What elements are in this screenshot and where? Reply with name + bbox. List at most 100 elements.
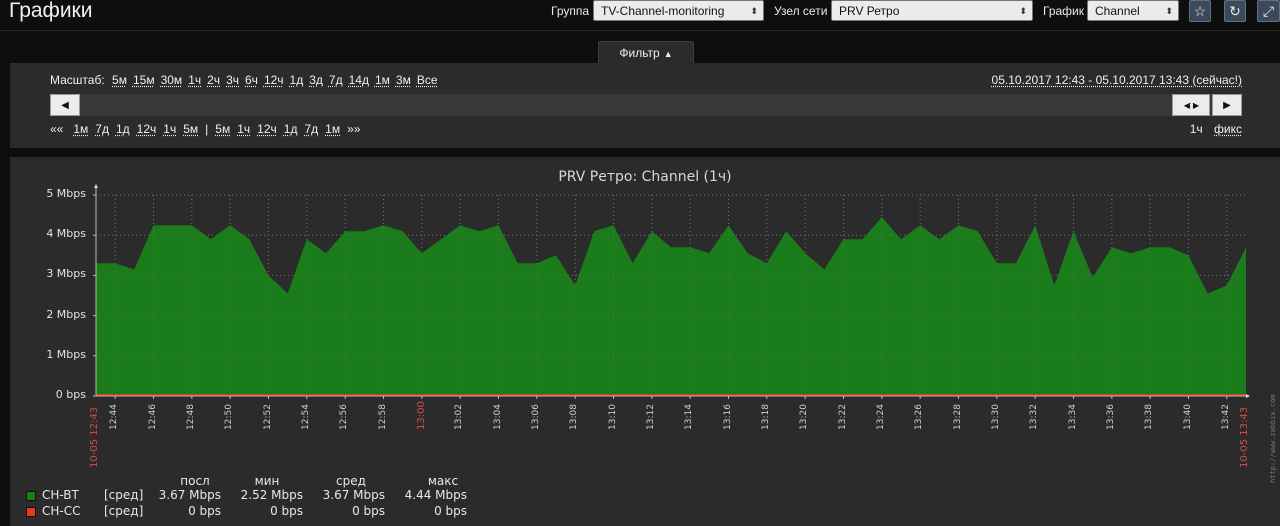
legend-header: посл <box>180 474 210 488</box>
legend-value-min: 2.52 Mbps <box>240 488 303 502</box>
refresh-icon: ↻ <box>1229 2 1241 19</box>
period-length: 1ч <box>1189 122 1203 136</box>
x-tick-label: 13:34 <box>1067 404 1078 430</box>
nav-back-label: «« <box>50 122 64 136</box>
fullscreen-button[interactable]: ⤢ <box>1257 0 1280 22</box>
host-select-value: PRV Ретро <box>839 4 900 18</box>
graph-chart[interactable] <box>10 157 1280 526</box>
watermark: http://www.zabbix.com <box>1269 394 1277 483</box>
zoom-option[interactable]: 12ч <box>263 73 284 87</box>
nav-back-option[interactable]: 5м <box>183 122 199 136</box>
legend-value-avg: 0 bps <box>352 504 385 518</box>
legend-header: мин <box>254 474 280 488</box>
x-tick-label: 13:08 <box>569 404 580 430</box>
period-row: 1ч фикс <box>1190 122 1242 136</box>
y-tick-label: 4 Mbps <box>46 227 86 241</box>
nav-back-option[interactable]: 1д <box>115 122 130 136</box>
x-tick-label: 13:28 <box>952 404 963 430</box>
x-tick-label: 12:44 <box>109 404 120 430</box>
nav-back-option[interactable]: 1ч <box>163 122 177 136</box>
nav-separator: | <box>205 122 209 136</box>
x-tick-label: 13:30 <box>990 404 1001 430</box>
fullscreen-icon: ⤢ <box>1262 2 1275 19</box>
zoom-option[interactable]: 6ч <box>245 73 258 87</box>
group-select[interactable]: TV-Channel-monitoring ⬍ <box>593 0 764 21</box>
nav-forward-option[interactable]: 1ч <box>237 122 251 136</box>
y-tick-label: 5 Mbps <box>46 187 86 200</box>
nav-forward-option[interactable]: 12ч <box>257 122 277 136</box>
zoom-option[interactable]: 30м <box>160 73 183 87</box>
x-tick-label: 12:54 <box>300 404 311 430</box>
x-tick-label: 13:38 <box>1144 404 1155 430</box>
x-tick-label: 13:16 <box>722 404 733 430</box>
nav-forward-option[interactable]: 1д <box>283 122 298 136</box>
zoom-row: Масштаб: 5м 15м 30м 1ч 2ч 3ч 6ч 12ч 1д 3д 7д 14д 1м 3… <box>50 73 444 87</box>
zoom-option[interactable]: 14д <box>348 73 369 87</box>
y-tick-label: 2 Mbps <box>46 307 86 321</box>
legend-color-swatch <box>26 507 36 517</box>
zoom-option[interactable]: 15м <box>132 73 155 87</box>
x-tick-label: 12:46 <box>147 404 158 430</box>
filter-toggle-tab[interactable]: Фильтр ▲ <box>598 41 694 64</box>
nav-forward-option[interactable]: 1м <box>325 122 341 136</box>
x-tick-label: 13:10 <box>607 404 618 430</box>
zoom-option[interactable]: 3д <box>309 73 323 87</box>
zoom-option[interactable]: 1д <box>289 73 304 87</box>
filter-tab-label: Фильтр <box>619 46 660 60</box>
favorite-button[interactable]: ☆ <box>1189 0 1211 22</box>
x-tick-label: 13:12 <box>645 404 656 430</box>
arrow-right-icon: ▶ <box>1223 99 1231 111</box>
select-arrows-icon: ⬍ <box>1019 6 1027 16</box>
legend-function: [сред] <box>104 504 144 518</box>
x-tick-label: 13:22 <box>837 404 848 430</box>
x-tick-label: 12:56 <box>339 404 350 430</box>
zoom-option[interactable]: Все <box>416 73 438 87</box>
nav-back-option[interactable]: 7д <box>95 122 109 136</box>
y-tick-label: 1 Mbps <box>46 347 86 361</box>
host-select[interactable]: PRV Ретро ⬍ <box>831 0 1033 21</box>
series-area-ch-bt[interactable] <box>96 217 1246 396</box>
scroll-left-button[interactable]: ◀ <box>50 94 80 116</box>
graph-select-value: Channel <box>1095 4 1140 18</box>
timeline-scrollbar[interactable] <box>50 94 1242 116</box>
select-arrows-icon: ⬍ <box>1165 6 1173 16</box>
legend-value-max: 4.44 Mbps <box>404 488 467 502</box>
star-icon: ☆ <box>1193 2 1207 19</box>
collapse-up-icon: ▲ <box>663 49 673 59</box>
fixed-toggle[interactable]: фикс <box>1214 122 1242 136</box>
x-axis-arrow-icon <box>1246 394 1250 398</box>
nav-forward-option[interactable]: 7д <box>304 122 319 136</box>
nav-back-option[interactable]: 1м <box>73 122 89 136</box>
y-tick-label: 3 Mbps <box>46 267 86 281</box>
x-tick-label: 13:20 <box>799 404 810 430</box>
host-label: Узел сети <box>774 4 828 18</box>
zoom-option[interactable]: 2ч <box>207 73 221 87</box>
x-tick-label: 13:04 <box>492 404 503 430</box>
arrow-left-icon: ◀ <box>61 99 69 111</box>
scroll-handle[interactable]: ◀∷▶ <box>1172 94 1210 116</box>
page-title: Графики <box>9 0 93 22</box>
y-axis-arrow-icon <box>94 184 98 188</box>
zoom-option[interactable]: 1ч <box>188 73 202 87</box>
x-tick-label: 12:50 <box>224 404 235 430</box>
x-tick-label: 12:52 <box>262 404 273 430</box>
period-text[interactable]: 05.10.2017 12:43 - 05.10.2017 13:43 (сей… <box>991 73 1242 87</box>
graph-panel: PRV Ретро: Channel (1ч) 0 bps 1 Mbps 2 Mbp… <box>10 157 1280 526</box>
nav-forward-option[interactable]: 5м <box>215 122 231 136</box>
zoom-option[interactable]: 3ч <box>226 73 239 87</box>
zoom-label: Масштаб: <box>50 73 105 87</box>
scroll-right-button[interactable]: ▶ <box>1212 94 1242 116</box>
x-tick-label: 13:02 <box>454 404 465 430</box>
graph-select[interactable]: Channel ⬍ <box>1087 0 1179 21</box>
x-tick-label: 13:00 <box>415 401 427 430</box>
nav-back-option[interactable]: 12ч <box>136 122 157 136</box>
zoom-option[interactable]: 3м <box>395 73 411 87</box>
legend-header: сред <box>336 474 366 488</box>
legend-value-min: 0 bps <box>270 504 303 518</box>
legend-header: макс <box>427 474 459 488</box>
zoom-option[interactable]: 5м <box>112 73 127 87</box>
refresh-button[interactable]: ↻ <box>1224 0 1246 22</box>
zoom-option[interactable]: 7д <box>328 73 343 87</box>
zoom-option[interactable]: 1м <box>374 73 390 87</box>
x-tick-label: 13:26 <box>914 404 925 430</box>
